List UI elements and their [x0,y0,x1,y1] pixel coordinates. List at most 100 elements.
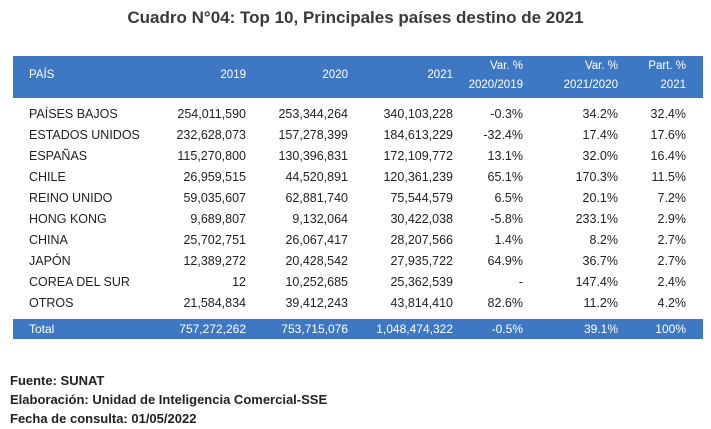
cell-part: 17.6% [650,128,686,142]
header-2021: 2021 [427,69,453,81]
table-row: ESPAÑAS 115,270,800 130,396,831 172,109,772… [13,146,703,167]
table-row: CHILE 26,959,515 44,520,891 120,361,239 65.1… [13,167,703,188]
cell-y2021: 43,814,410 [390,296,453,310]
cell-var1: - [518,275,523,289]
cell-y2021: 172,109,772 [383,149,453,163]
cell-part: 2.7% [657,254,687,268]
cell-y2019: 9,689,807 [190,212,246,226]
cell-y2020: 253,344,264 [278,107,348,121]
cell-pais: COREA DEL SUR [29,275,130,289]
table-row: CHINA 25,702,751 26,067,417 28,207,566 1.4% 8… [13,230,703,251]
cell-y2021: 184,613,229 [383,128,453,142]
cell-y2020: 130,396,831 [278,149,348,163]
header-part-bottom: 2021 [660,79,686,91]
table-row: OTROS 21,584,834 39,412,243 43,814,410 82.6%… [13,293,703,314]
cell-y2021: 28,207,566 [390,233,453,247]
cell-pais: JAPÓN [29,254,71,268]
cell-var1: 65.1% [487,170,523,184]
cell-part: 2.9% [657,212,687,226]
cell-y2020: 26,067,417 [285,233,348,247]
header-pais: PAÍS [29,69,55,81]
source-fecha: Fecha de consulta: 01/05/2022 [10,411,197,426]
source-fuente: Fuente: SUNAT [10,373,105,388]
cell-y2021: 120,361,239 [383,170,453,184]
source-notes: Fuente: SUNAT Elaboración: Unidad de Int… [10,371,327,428]
cell-pais: ESPAÑAS [29,149,88,163]
header-2019: 2019 [220,69,246,81]
header-part-top: Part. % [648,60,686,72]
cell-part: 11.5% [651,170,686,184]
total-2020: 753,715,076 [281,322,348,336]
cell-var1: 64.9% [487,254,523,268]
cell-var1: -0.3% [490,107,523,121]
total-part: 100% [655,322,686,336]
cell-y2020: 44,520,891 [285,170,348,184]
cell-y2021: 25,362,539 [390,275,453,289]
cell-var1: -5.8% [490,212,523,226]
cell-y2020: 62,881,740 [285,191,348,205]
cell-var2: 20.1% [582,191,618,205]
cell-var2: 147.4% [575,275,618,289]
cell-var2: 32.0% [582,149,618,163]
cell-var2: 11.2% [583,296,618,310]
cell-pais: REINO UNIDO [29,191,113,205]
cell-var2: 36.7% [582,254,618,268]
header-2020: 2020 [322,69,348,81]
total-var1: -0.5% [491,322,523,336]
table-row: ESTADOS UNIDOS 232,628,073 157,278,399 184,… [13,125,703,146]
header-var1-bottom: 2020/2019 [468,79,523,91]
cell-y2021: 75,544,579 [390,191,453,205]
cell-y2021: 30,422,038 [390,212,453,226]
cell-pais: OTROS [29,296,74,310]
cell-y2019: 59,035,607 [183,191,246,205]
cell-y2019: 232,628,073 [176,128,246,142]
table-row: HONG KONG 9,689,807 9,132,064 30,422,038 -5.… [13,209,703,230]
cell-part: 7.2% [657,191,687,205]
cell-pais: HONG KONG [29,212,107,226]
total-2021: 1,048,474,322 [376,322,453,336]
table-title: Cuadro N°04: Top 10, Principales países … [127,8,584,27]
cell-pais: ESTADOS UNIDOS [29,128,140,142]
total-2019: 757,272,262 [179,322,246,336]
cell-var2: 8.2% [589,233,619,247]
cell-y2020: 157,278,399 [278,128,348,142]
source-elaboracion: Elaboración: Unidad de Inteligencia Come… [10,392,328,407]
export-table: PAÍS 2019 2020 2021 Var. % 2020/2019 Var… [13,56,703,339]
cell-y2021: 27,935,722 [390,254,453,268]
table-row: PAÍSES BAJOS 254,011,590 253,344,264 340,10… [13,104,703,125]
cell-y2019: 21,584,834 [183,296,246,310]
cell-y2019: 26,959,515 [183,170,246,184]
cell-y2019: 25,702,751 [183,233,246,247]
cell-var2: 34.2% [582,107,618,121]
cell-y2019: 254,011,590 [177,107,246,121]
cell-y2020: 10,252,685 [285,275,348,289]
cell-y2019: 115,270,800 [177,149,246,163]
cell-y2020: 39,412,243 [285,296,348,310]
total-var2: 39.1% [583,322,618,336]
cell-pais: CHINA [29,233,68,247]
table-row: REINO UNIDO 59,035,607 62,881,740 75,544,57… [13,188,703,209]
cell-part: 2.7% [657,233,687,247]
header-var2-top: Var. % [584,60,618,72]
cell-part: 32.4% [650,107,686,121]
cell-part: 4.2% [657,296,687,310]
cell-part: 16.4% [650,149,686,163]
header-var2-bottom: 2021/2020 [563,79,618,91]
cell-var2: 170.3% [575,170,618,184]
cell-var1: 13.1% [487,149,523,163]
cell-y2021: 340,103,228 [383,107,453,121]
header-var1-top: Var. % [489,60,523,72]
cell-pais: CHILE [29,170,66,184]
cell-var2: 17.4% [582,128,618,142]
cell-part: 2.4% [657,275,687,289]
table-body: PAÍSES BAJOS 254,011,590 253,344,264 340,10… [13,104,703,314]
total-label: Total [29,322,55,336]
table-row: COREA DEL SUR 12 10,252,685 25,362,539 - 147.… [13,272,703,293]
cell-y2020: 9,132,064 [292,212,348,226]
cell-pais: PAÍSES BAJOS [29,107,118,121]
cell-var1: 82.6% [487,296,523,310]
table-header: PAÍS 2019 2020 2021 Var. % 2020/2019 Var… [13,56,703,98]
cell-var1: -32.4% [483,128,523,142]
cell-y2019: 12,389,272 [183,254,246,268]
cell-var2: 233.1% [575,212,618,226]
